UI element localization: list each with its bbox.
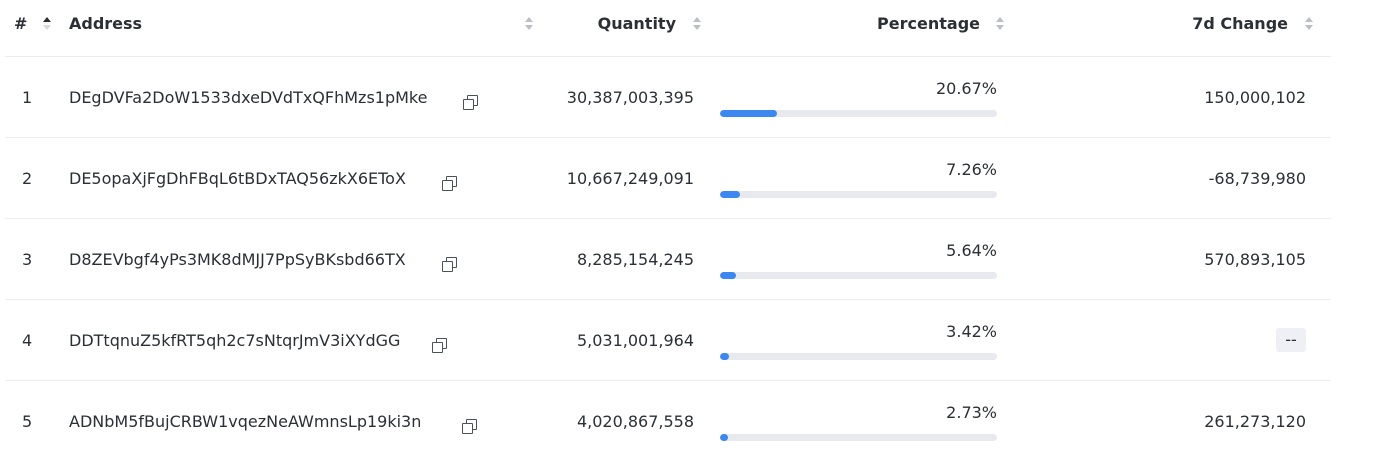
- change-cell: -68,739,980: [1208, 169, 1306, 188]
- table-row: 3 D8ZEVbgf4yPs3MK8dMJJ7PpSyBKsbd66TX 8,2…: [5, 219, 1331, 300]
- address-link[interactable]: D8ZEVbgf4yPs3MK8dMJJ7PpSyBKsbd66TX: [69, 250, 406, 269]
- percentage-bar-fill: [720, 191, 741, 198]
- percentage-bar: [720, 272, 997, 279]
- table-header: # Address Quantity Percentage 7d Change: [5, 0, 1331, 57]
- copy-icon[interactable]: [432, 338, 447, 353]
- address-header[interactable]: Address: [69, 14, 143, 33]
- quantity-sort-icon[interactable]: [693, 17, 701, 31]
- address-link[interactable]: ADNbM5fBujCRBW1vqezNeAWmnsLp19ki3n: [69, 412, 422, 431]
- percentage-bar-fill: [720, 272, 736, 279]
- percentage-bar-fill: [720, 110, 778, 117]
- address-link[interactable]: DDTtqnuZ5kfRT5qh2c7sNtqrJmV3iXYdGG: [69, 331, 401, 350]
- quantity-cell: 30,387,003,395: [566, 88, 694, 107]
- rank-header: #: [14, 14, 28, 33]
- table-row: 4 DDTtqnuZ5kfRT5qh2c7sNtqrJmV3iXYdGG 5,0…: [5, 300, 1331, 381]
- percentage-cell: 7.26%: [946, 160, 997, 179]
- quantity-cell: 10,667,249,091: [566, 169, 694, 188]
- table-row: 1 DEgDVFa2DoW1533dxeDVdTxQFhMzs1pMke 30,…: [5, 57, 1331, 138]
- copy-icon[interactable]: [462, 419, 477, 434]
- change-cell: 570,893,105: [1204, 250, 1306, 269]
- rank-cell: 1: [22, 88, 33, 107]
- percentage-cell: 20.67%: [935, 79, 997, 98]
- table-row: 5 ADNbM5fBujCRBW1vqezNeAWmnsLp19ki3n 4,0…: [5, 381, 1331, 461]
- rank-cell: 4: [22, 331, 33, 350]
- percentage-cell: 5.64%: [946, 241, 997, 260]
- change-cell: 261,273,120: [1204, 412, 1306, 431]
- quantity-cell: 5,031,001,964: [576, 331, 694, 350]
- percentage-cell: 2.73%: [946, 403, 997, 422]
- holders-table: # Address Quantity Percentage 7d Change …: [5, 0, 1331, 461]
- copy-icon[interactable]: [442, 176, 457, 191]
- percentage-bar: [720, 353, 997, 360]
- address-sort-icon[interactable]: [525, 17, 533, 31]
- percentage-bar: [720, 191, 997, 198]
- rank-sort-icon[interactable]: [43, 17, 51, 31]
- change-sort-icon[interactable]: [1305, 17, 1313, 31]
- percentage-bar-fill: [720, 434, 728, 441]
- copy-icon[interactable]: [463, 95, 478, 110]
- copy-icon[interactable]: [442, 257, 457, 272]
- quantity-header[interactable]: Quantity: [597, 14, 676, 33]
- percentage-sort-icon[interactable]: [996, 17, 1004, 31]
- percentage-bar: [720, 434, 997, 441]
- address-link[interactable]: DEgDVFa2DoW1533dxeDVdTxQFhMzs1pMke: [69, 88, 428, 107]
- quantity-cell: 4,020,867,558: [576, 412, 694, 431]
- rank-cell: 5: [22, 412, 33, 431]
- address-link[interactable]: DE5opaXjFgDhFBqL6tBDxTAQ56zkX6EToX: [69, 169, 406, 188]
- percentage-cell: 3.42%: [946, 322, 997, 341]
- rank-cell: 3: [22, 250, 33, 269]
- change-empty-badge: --: [1276, 328, 1306, 352]
- percentage-bar-fill: [720, 353, 730, 360]
- percentage-bar: [720, 110, 997, 117]
- table-row: 2 DE5opaXjFgDhFBqL6tBDxTAQ56zkX6EToX 10,…: [5, 138, 1331, 219]
- change-header[interactable]: 7d Change: [1192, 14, 1288, 33]
- quantity-cell: 8,285,154,245: [576, 250, 694, 269]
- change-cell: 150,000,102: [1204, 88, 1306, 107]
- percentage-header[interactable]: Percentage: [877, 14, 980, 33]
- rank-cell: 2: [22, 169, 33, 188]
